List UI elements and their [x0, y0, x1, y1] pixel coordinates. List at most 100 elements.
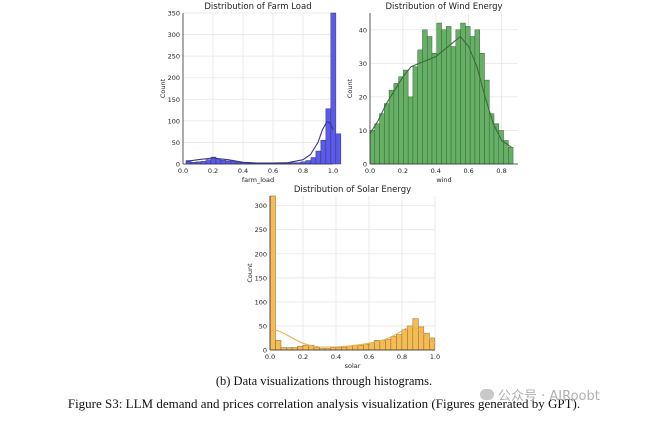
x-tick-label: 0.2: [208, 167, 218, 175]
watermark-text: 公众号 · AIRoobt: [498, 389, 600, 404]
histogram-bar: [508, 146, 514, 165]
x-tick-label: 0.4: [238, 167, 248, 175]
x-tick-label: 0.6: [463, 167, 473, 175]
y-tick-label: 30: [359, 60, 367, 68]
histogram-bar: [302, 344, 309, 351]
x-tick-label: 0.0: [178, 167, 188, 175]
kde-curve: [369, 35, 512, 148]
y-tick-label: 350: [168, 10, 180, 18]
y-tick-label: 150: [255, 274, 267, 282]
histogram-bar: [388, 89, 395, 165]
histogram-bar: [385, 339, 392, 351]
x-tick-label: 0.4: [431, 167, 441, 175]
histogram-bar: [297, 345, 304, 351]
watermark: 公众号 · AIRoobt: [480, 385, 600, 404]
y-tick-label: 300: [168, 31, 180, 39]
histogram-bar: [396, 334, 403, 351]
y-tick-label: 10: [359, 127, 367, 135]
histogram-bar: [412, 66, 418, 165]
y-tick-label: 150: [168, 96, 180, 104]
histogram-bar: [431, 53, 438, 165]
wind-energy-histogram: 0 10 20 30 40 0.0 0.2 0.4 0.6 0.8 Distribution of …: [346, 2, 518, 184]
histogram-bar: [330, 12, 337, 165]
x-tick-label: 0.8: [496, 167, 506, 175]
y-tick-label: 100: [168, 117, 180, 125]
x-tick-label: 0.6: [364, 353, 374, 361]
histogram-bar: [484, 79, 490, 165]
histogram-bar: [407, 96, 414, 165]
histogram-bar: [374, 123, 380, 165]
y-tick-label: 20: [359, 93, 367, 101]
x-tick-label: 0.8: [397, 353, 407, 361]
x-axis-label: solar: [345, 362, 361, 370]
farm-load-histogram: 0 50 100 150 200 250 300 350 0.0 0.2 0.4 0.6 0.8 1.0 D…: [159, 2, 342, 184]
histogram-bar: [401, 329, 408, 351]
y-axis-label: Count: [246, 263, 254, 283]
y-axis-label: Count: [159, 78, 167, 98]
histogram-bar: [341, 346, 348, 351]
y-tick-label: 50: [259, 322, 267, 330]
y-tick-label: 0: [363, 161, 367, 169]
x-tick-label: 0.0: [265, 353, 275, 361]
histogram-bar: [460, 22, 466, 165]
histogram-bar: [320, 140, 327, 165]
histogram-bar: [220, 159, 227, 165]
figure-caption: Figure S3: LLM demand and prices correla…: [67, 396, 581, 411]
histogram-bar: [488, 113, 495, 165]
y-tick-label: 250: [255, 226, 267, 234]
y-axis-label: Count: [346, 78, 354, 98]
histogram-bar: [403, 69, 409, 165]
histogram-bar: [422, 29, 428, 165]
histogram-bar: [412, 318, 419, 351]
histogram-bar: [275, 340, 282, 351]
chart-title: Distribution of Farm Load: [204, 2, 311, 12]
histogram-bar: [325, 108, 332, 165]
x-tick-label: 1.0: [430, 353, 440, 361]
histogram-bar: [379, 340, 386, 351]
x-tick-label: 0.2: [398, 167, 408, 175]
histogram-bar: [357, 344, 364, 351]
wechat-icon: [480, 389, 494, 400]
x-tick-label: 1.0: [328, 167, 338, 175]
x-tick-label: 0.8: [298, 167, 308, 175]
histogram-bar: [407, 325, 414, 351]
chart-title: Distribution of Solar Energy: [294, 185, 411, 195]
histogram-bar: [335, 133, 342, 165]
y-tick-label: 200: [168, 74, 180, 82]
x-axis-label: wind: [436, 176, 451, 184]
histogram-bar: [398, 76, 404, 165]
histogram-bar: [369, 130, 376, 165]
histogram-bar: [393, 83, 399, 165]
histogram-bar: [417, 49, 423, 165]
kde-curve: [185, 121, 334, 164]
y-tick-label: 0: [263, 347, 267, 355]
x-tick-label: 0.0: [365, 167, 375, 175]
histogram-bar: [450, 46, 457, 165]
x-tick-label: 0.6: [268, 167, 278, 175]
histogram-bar: [390, 336, 397, 351]
subfigure-caption: (b) Data visualizations through histogra…: [215, 374, 433, 388]
y-tick-label: 0: [176, 161, 180, 169]
histogram-bar: [215, 158, 222, 165]
histogram-bar: [479, 53, 485, 165]
kde-curve: [269, 325, 436, 348]
y-tick-label: 250: [168, 53, 180, 61]
histogram-bar: [315, 150, 322, 165]
chart-title: Distribution of Wind Energy: [385, 2, 502, 12]
histogram-bar: [205, 159, 212, 165]
histogram-bar: [436, 22, 442, 165]
x-tick-label: 0.2: [298, 353, 308, 361]
histogram-bar: [363, 343, 370, 351]
histogram-bar: [455, 29, 461, 165]
y-tick-label: 300: [255, 202, 267, 210]
y-tick-label: 40: [359, 26, 367, 34]
histogram-bar: [269, 195, 276, 351]
x-axis-label: farm_load: [242, 176, 274, 184]
histogram-bar: [305, 160, 312, 165]
x-tick-label: 0.4: [331, 353, 341, 361]
solar-energy-histogram: 0 50 100 150 200 250 300 0.0 0.2 0.4 0.6 0.8 1.0 Dist…: [246, 185, 440, 370]
y-tick-label: 200: [255, 250, 267, 258]
histogram-bar: [426, 36, 433, 165]
histogram-bar: [346, 345, 353, 351]
